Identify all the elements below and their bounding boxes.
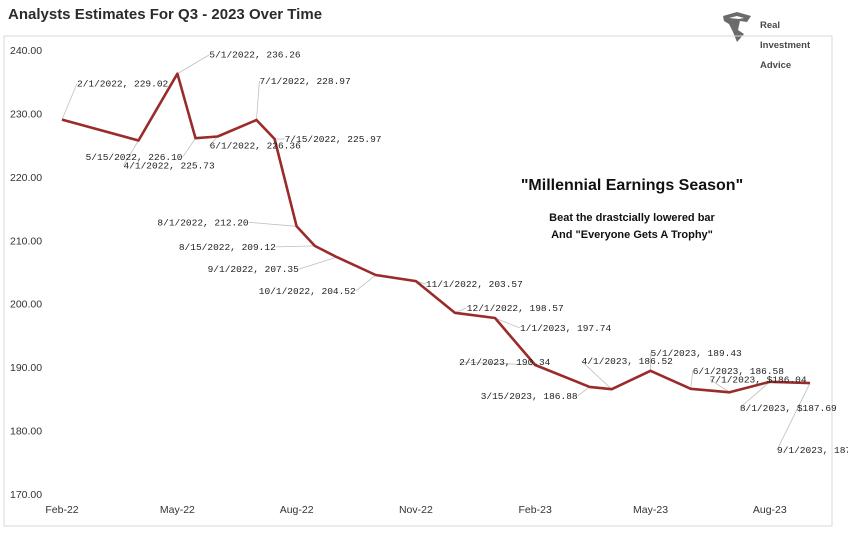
data-point-label: 9/1/2022, 207.35 (208, 264, 300, 275)
x-tick-label: May-23 (633, 504, 668, 516)
brand-line-2: Investment (760, 40, 811, 51)
data-point-label: 1/1/2023, 197.74 (520, 323, 612, 334)
annotation-leader-line (459, 361, 536, 366)
data-point-label: 4/1/2022, 225.73 (123, 161, 215, 172)
data-point-label: 6/1/2022, 226.36 (210, 141, 302, 152)
y-tick-label: 240.00 (10, 45, 42, 57)
annotation-leaders (61, 54, 811, 451)
data-point-label: 9/1/2023, 187.49 (777, 445, 848, 456)
data-point-label: 8/15/2022, 209.12 (179, 242, 276, 253)
y-tick-label: 190.00 (10, 362, 42, 374)
data-point-label: 7/15/2022, 225.97 (285, 134, 382, 145)
data-point-label: 11/1/2022, 203.57 (426, 279, 523, 290)
chart-frame (3, 35, 833, 527)
headline-annotation: "Millennial Earnings Season" (521, 177, 743, 194)
brand-logo: Real Investment Advice (720, 10, 830, 71)
annotation-leader-line (690, 370, 694, 389)
brand-line-3: Advice (760, 60, 792, 71)
x-tick-label: Aug-22 (280, 504, 314, 516)
y-tick-label: 210.00 (10, 235, 42, 247)
data-point-label: 3/15/2023, 186.88 (481, 391, 578, 402)
data-point-label: 8/1/2023, $187.69 (740, 403, 837, 414)
y-tick-label: 170.00 (10, 489, 42, 501)
data-point-label: 2/1/2022, 229.02 (77, 79, 169, 90)
y-tick-label: 220.00 (10, 172, 42, 184)
data-point-label: 7/1/2022, 228.97 (259, 76, 350, 87)
data-point-label: 5/15/2022, 226.10 (86, 152, 183, 163)
data-point-label: 12/1/2022, 198.57 (467, 303, 564, 314)
annotation-leader-line (182, 137, 196, 158)
y-axis: 170.00 180.00 190.00 200.00 210.00 220.00 230.… (10, 45, 42, 501)
brand-line-1: Real (760, 20, 781, 31)
x-tick-label: Feb-23 (519, 504, 552, 516)
annotation-leader-line (581, 360, 612, 390)
data-point-label: 4/1/2023, 186.52 (582, 356, 674, 367)
data-point-label: 7/1/2023, $186.04 (710, 374, 807, 385)
chart-title: Analysts Estimates For Q3 - 2023 Over Ti… (8, 6, 323, 23)
data-point-label: 5/1/2022, 236.26 (209, 50, 301, 61)
data-annotations: 2/1/2022, 229.02 4/1/2022, 225.73 5/1/2022… (77, 50, 848, 456)
annotation-leader-line (123, 140, 139, 166)
y-tick-label: 180.00 (10, 426, 42, 438)
data-point-label: 8/1/2022, 212.20 (157, 217, 249, 228)
annotation-leader-line (709, 378, 730, 393)
x-tick-label: Aug-23 (753, 504, 787, 516)
y-tick-label: 200.00 (10, 299, 42, 311)
subline-1: Beat the drastcially lowered bar (549, 212, 715, 224)
annotation-leader-line (256, 80, 260, 120)
x-axis: Feb-22 May-22 Aug-22 Nov-22 Feb-23 May-23 Aug-… (45, 504, 787, 516)
subline-2: And "Everyone Gets A Trophy" (551, 229, 713, 241)
annotation-leader-line (275, 245, 315, 248)
annotation-leader-line (494, 317, 521, 329)
annotation-leader-line (355, 274, 376, 292)
annotation-leader-line (739, 381, 771, 409)
annotation-leader-line (209, 136, 218, 146)
y-tick-label: 230.00 (10, 108, 42, 120)
annotation-leader-line (248, 221, 297, 227)
x-tick-label: Nov-22 (399, 504, 433, 516)
annotation-leader-line (298, 256, 337, 270)
data-point-label: 2/1/2023, 190.34 (459, 357, 551, 368)
data-point-label: 5/1/2023, 189.43 (651, 348, 743, 359)
data-point-label: 6/1/2023, 186.58 (693, 366, 785, 377)
annotation-leader-line (61, 83, 78, 120)
eagle-logo-icon (723, 12, 751, 42)
annotation-leader-line (177, 54, 210, 75)
x-tick-label: May-22 (160, 504, 195, 516)
x-tick-label: Feb-22 (45, 504, 78, 516)
series-line (61, 72, 811, 394)
brand-name: Real Investment Advice (760, 11, 810, 81)
annotation-leader-line (776, 382, 811, 451)
data-point-label: 10/1/2022, 204.52 (259, 286, 356, 297)
annotation-leader-line (577, 386, 590, 397)
